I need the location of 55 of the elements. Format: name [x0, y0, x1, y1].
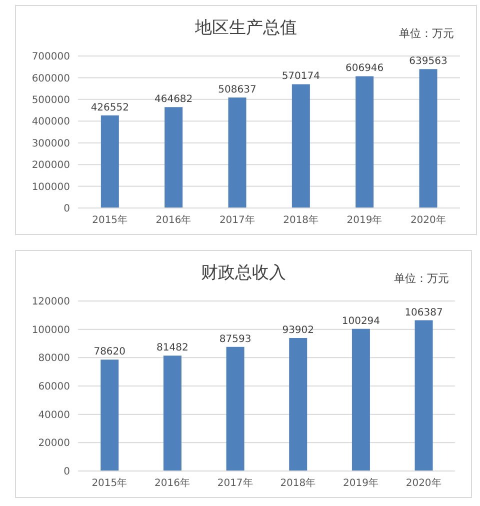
x-tick-label: 2016年 [154, 477, 190, 490]
bar [414, 320, 433, 471]
bar [228, 98, 246, 208]
x-tick-label: 2018年 [280, 477, 316, 490]
bar [419, 69, 438, 208]
x-tick-label: 2020年 [406, 477, 442, 490]
y-tick-label: 100000 [32, 324, 70, 336]
y-tick-label: 120000 [32, 296, 70, 308]
bar [163, 356, 182, 471]
data-label: 426552 [90, 102, 130, 114]
y-tick-label: 40000 [38, 410, 70, 421]
x-tick-label: 2015年 [92, 214, 128, 226]
x-tick-label: 2020年 [410, 214, 446, 226]
bar [356, 76, 374, 208]
x-tick-label: 2017年 [217, 477, 253, 490]
x-tick-label: 2017年 [219, 214, 255, 226]
x-tick-label: 2019年 [343, 477, 378, 490]
bar [289, 338, 308, 471]
text: 单位：万元 [399, 26, 454, 41]
x-tick-label: 2018年 [283, 214, 319, 226]
y-tick-label: 20000 [38, 438, 70, 450]
y-tick-label: 300000 [32, 138, 70, 150]
y-tick-label: 600000 [32, 73, 70, 84]
data-label: 639563 [409, 56, 448, 68]
bar [100, 360, 119, 471]
data-label: 508637 [218, 84, 256, 96]
bar [164, 107, 183, 208]
x-tick-label: 2016年 [156, 214, 192, 226]
data-label: 606946 [345, 63, 384, 74]
data-label: 78620 [94, 346, 126, 358]
data-label: 93902 [282, 324, 314, 336]
text: 单位：万元 [394, 271, 449, 286]
bar [292, 84, 310, 208]
data-label: 100294 [342, 316, 380, 327]
y-tick-label: 60000 [38, 382, 70, 393]
y-tick-label: 80000 [38, 353, 70, 364]
x-tick-label: 2015年 [92, 477, 128, 490]
y-tick-label: 100000 [32, 182, 70, 193]
data-label: 464682 [154, 94, 193, 106]
data-label: 570174 [282, 71, 320, 82]
bar [226, 346, 244, 471]
y-tick-label: 700000 [32, 52, 70, 63]
data-label: 87593 [219, 334, 252, 345]
data-label: 106387 [404, 307, 443, 318]
chart-title: 财政总收入 [201, 263, 286, 283]
bar [352, 328, 370, 471]
data-label: 81482 [156, 342, 188, 354]
y-tick-label: 500000 [32, 94, 70, 106]
y-tick-label: 400000 [32, 116, 70, 128]
y-tick-label: 0 [64, 204, 70, 215]
x-tick-label: 2019年 [346, 214, 382, 226]
y-tick-label: 200000 [32, 160, 70, 172]
bar [100, 115, 119, 208]
y-tick-label: 0 [64, 466, 70, 478]
chart-title: 地区生产总值 [195, 18, 297, 38]
